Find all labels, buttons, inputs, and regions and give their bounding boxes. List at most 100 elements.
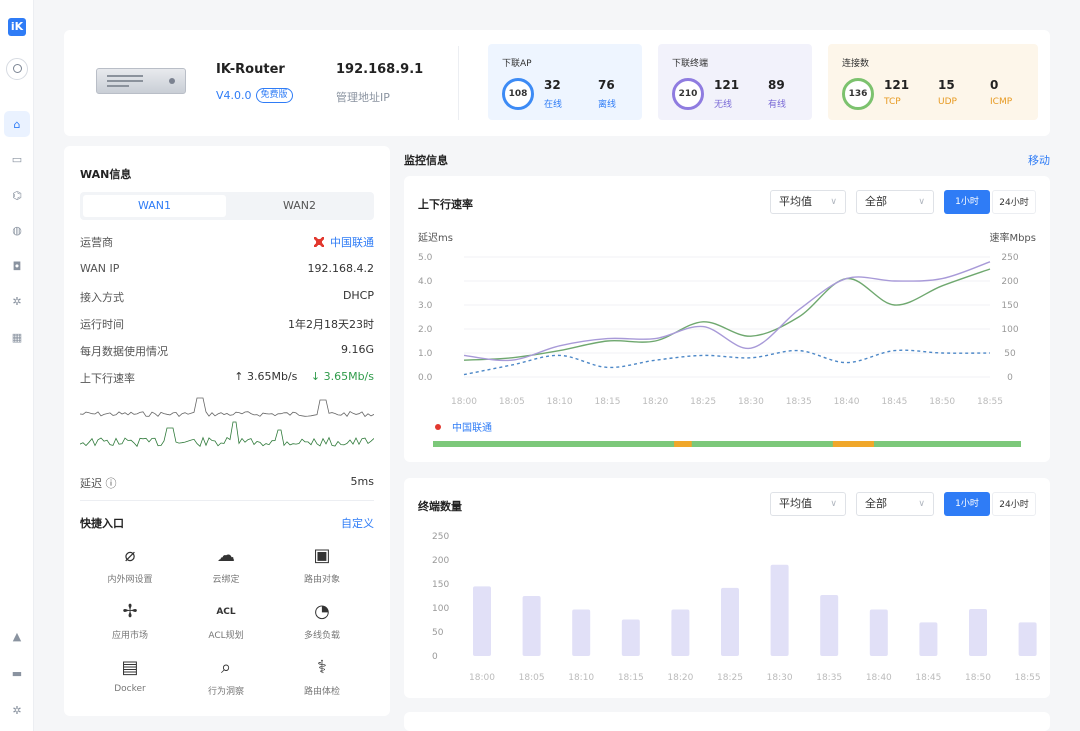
- quick-entry[interactable]: ▣ 路由对象: [292, 544, 352, 585]
- series-line-0: [463, 268, 991, 361]
- filter-select[interactable]: 全部 ∨: [856, 190, 934, 214]
- y-tick-label: 0: [432, 652, 438, 662]
- stat-label: ICMP: [990, 97, 1013, 107]
- message-icon[interactable]: ▬: [11, 666, 23, 680]
- bar: [919, 622, 938, 656]
- aggregate-select[interactable]: 平均值 ∨: [770, 492, 846, 516]
- globe-icon[interactable]: ◍: [12, 223, 22, 237]
- home-icon[interactable]: ⌂: [4, 111, 30, 137]
- quick-entry[interactable]: ⌀ 内外网设置: [100, 544, 160, 585]
- terminal-bar-chart: 250 200 150 100 50 0 18:00 18:05 18:10 18:15 18:20…: [432, 532, 1041, 683]
- x-tick-label: 18:40: [866, 673, 892, 683]
- stat-label: 离线: [598, 100, 617, 110]
- customize-link[interactable]: 自定义: [341, 517, 374, 530]
- stat-value: 121: [884, 78, 910, 92]
- latency-row: 延迟 ⓘ 5ms: [80, 475, 374, 491]
- insight-icon: ⌕: [220, 657, 232, 678]
- quick-entry[interactable]: ▤ Docker: [100, 656, 160, 694]
- gear-icon[interactable]: ✲: [12, 294, 22, 308]
- stat-value: 0: [990, 78, 999, 92]
- range-1h-button[interactable]: 1小时: [944, 190, 990, 214]
- filter-select[interactable]: 全部 ∨: [856, 492, 934, 516]
- wan-row-label: 运行时间: [80, 318, 124, 331]
- monitor-icon[interactable]: ▭: [11, 152, 23, 166]
- object-icon: ▣: [313, 545, 331, 566]
- quick-entry-label: Docker: [114, 684, 146, 694]
- isp-legend: 中国联通: [435, 421, 492, 434]
- network-icon[interactable]: ⌬: [12, 188, 22, 202]
- speed-chart-title: 上下行速率: [418, 198, 473, 211]
- tab-wan2[interactable]: WAN2: [282, 199, 317, 212]
- settings-icon[interactable]: ✲: [12, 703, 22, 717]
- wan-row-value: 1年2月18天23时: [288, 318, 374, 331]
- stat-label: TCP: [884, 97, 901, 107]
- y-tick-label: 3.0: [418, 301, 433, 311]
- wan-row: WAN IP 192.168.4.2: [80, 262, 374, 275]
- y2-tick-label: 0: [1007, 373, 1013, 383]
- x-tick-label: 18:20: [642, 397, 668, 407]
- x-tick-label: 18:10: [568, 673, 594, 683]
- stat-value: 76: [598, 78, 615, 92]
- gauge-icon: ◔: [314, 601, 330, 622]
- quick-entry[interactable]: ACL ACL规划: [196, 600, 256, 641]
- bell-icon[interactable]: ▲: [12, 629, 22, 643]
- wan-row: 每月数据使用情况 9.16G: [80, 343, 374, 359]
- stat-label: 有线: [768, 100, 787, 110]
- device-version: V4.0.0: [216, 89, 252, 102]
- management-ip-label: 管理地址IP: [336, 91, 390, 104]
- latency-label: 延迟 ⓘ: [80, 477, 117, 490]
- quick-entry[interactable]: ☁ 云绑定: [196, 544, 256, 585]
- y2-axis-label: 速率Mbps: [989, 231, 1036, 244]
- stat-title: 下联AP: [502, 59, 532, 69]
- range-1h-button[interactable]: 1小时: [944, 492, 990, 516]
- cloud-icon: ☁: [217, 545, 235, 566]
- tab-wan1[interactable]: WAN1: [83, 195, 226, 217]
- status-bar-warning: [832, 441, 874, 447]
- move-link[interactable]: 移动: [1028, 154, 1050, 167]
- x-tick-label: 18:00: [469, 673, 495, 683]
- device-name: IK-Router: [216, 62, 285, 77]
- bar: [671, 609, 690, 656]
- stat-total: 136: [848, 89, 868, 99]
- speed-sparklines: [80, 397, 374, 448]
- quick-entry[interactable]: ⚕ 路由体检: [292, 656, 352, 697]
- range-24h-button[interactable]: 24小时: [992, 190, 1036, 214]
- isp-name: 中国联通: [452, 421, 492, 434]
- quick-entry[interactable]: ◔ 多线负载: [292, 600, 352, 641]
- bar: [721, 587, 739, 656]
- stat-box: 下联终端 210 121 无线 89 有线: [658, 44, 812, 120]
- wan-row-label: 接入方式: [80, 291, 124, 304]
- apps-icon[interactable]: ▦: [11, 330, 23, 344]
- bar: [820, 595, 839, 656]
- y-tick-label: 1.0: [418, 349, 433, 359]
- speed-label: 上下行速率: [80, 372, 135, 385]
- x-tick-label: 18:20: [667, 673, 693, 683]
- quick-entry-label: 应用市场: [111, 631, 148, 641]
- x-tick-label: 18:05: [499, 397, 525, 407]
- y2-tick-label: 50: [1004, 349, 1016, 359]
- x-tick-label: 18:40: [834, 397, 860, 407]
- download-sparkline: [80, 421, 374, 448]
- quick-entry[interactable]: ✢ 应用市场: [100, 600, 160, 641]
- latency-value: 5ms: [350, 475, 374, 488]
- stat-total: 108: [508, 89, 528, 99]
- wan-row-value: 9.16G: [340, 343, 374, 356]
- range-24h-button[interactable]: 24小时: [992, 492, 1036, 516]
- quick-access-title: 快捷入口: [80, 517, 124, 530]
- y2-tick-label: 100: [1001, 325, 1018, 335]
- logo[interactable]: iK: [8, 18, 26, 36]
- y-tick-label: 150: [432, 580, 449, 590]
- puzzle-icon: ✢: [122, 601, 138, 622]
- shield-icon[interactable]: ◘: [12, 259, 22, 273]
- checkup-icon: ⚕: [317, 657, 327, 678]
- y-tick-label: 5.0: [418, 253, 433, 263]
- wan-row: 运行时间 1年2月18天23时: [80, 316, 374, 332]
- wan-row-label: WAN IP: [80, 262, 120, 275]
- stat-ring: 108: [502, 78, 534, 110]
- aggregate-select[interactable]: 平均值 ∨: [770, 190, 846, 214]
- search-icon[interactable]: [6, 58, 28, 80]
- bar: [473, 586, 491, 656]
- x-tick-label: 18:10: [547, 397, 573, 407]
- quick-entry[interactable]: ⌕ 行为洞察: [196, 656, 256, 697]
- x-tick-label: 18:05: [519, 673, 545, 683]
